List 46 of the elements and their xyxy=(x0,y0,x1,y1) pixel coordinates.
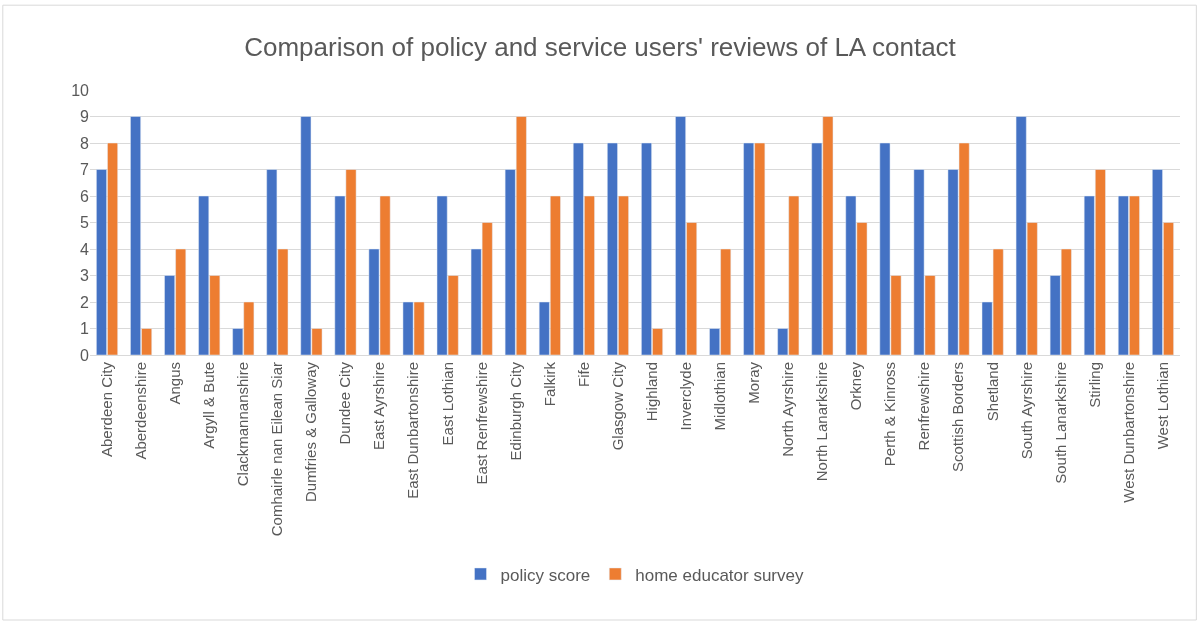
x-tick-label: East Dunbartonshire xyxy=(404,362,422,499)
chart-title: Comparison of policy and service users' reviews of LA contact xyxy=(244,31,957,62)
x-tick-label: Dumfries & Galloway xyxy=(302,361,320,503)
x-tick-label: Moray xyxy=(745,361,763,404)
x-tick-label: Aberdeen City xyxy=(97,361,115,458)
y-tick-label: 10 xyxy=(71,81,90,99)
legend-label: home educator survey xyxy=(635,565,804,585)
x-tick-label: Highland xyxy=(642,362,660,422)
y-tick-label: 3 xyxy=(80,267,90,285)
y-tick-label: 8 xyxy=(80,134,90,152)
x-tick-label: Orkney xyxy=(847,361,865,411)
x-tick-label: Angus xyxy=(166,362,184,405)
x-tick-label: East Renfrewshire xyxy=(472,362,490,485)
y-tick-label: 7 xyxy=(80,161,90,179)
x-tick-label: Comhairle nan Eilean Siar xyxy=(268,362,286,537)
y-tick-label: 0 xyxy=(80,346,90,364)
y-tick-label: 9 xyxy=(80,108,90,126)
x-tick-label: Aberdeenshire xyxy=(131,362,149,460)
x-tick-label: Clackmannanshire xyxy=(234,362,252,487)
y-tick-label: 5 xyxy=(80,214,90,232)
x-tick-label: Falkirk xyxy=(540,361,558,407)
x-tick-label: West Dunbartonshire xyxy=(1119,362,1137,503)
x-tick-label: Perth & Kinross xyxy=(881,362,899,467)
x-tick-label: East Lothian xyxy=(438,362,456,446)
y-tick-label: 6 xyxy=(80,187,90,205)
x-tick-label: Glasgow City xyxy=(608,361,626,451)
x-tick-label: Dundee City xyxy=(336,361,354,445)
x-tick-label: West Lothian xyxy=(1153,362,1171,450)
y-tick-label: 1 xyxy=(80,320,90,338)
x-tick-label: Renfrewshire xyxy=(915,362,933,451)
x-tick-label: North Ayrshire xyxy=(779,362,797,457)
x-tick-label: Edinburgh City xyxy=(506,361,524,461)
y-tick-label: 2 xyxy=(80,293,90,311)
x-tick-label: Argyll & Bute xyxy=(200,362,218,449)
x-tick-label: Shetland xyxy=(983,362,1001,422)
x-tick-label: South Lanarkshire xyxy=(1051,362,1069,484)
x-tick-label: Stirling xyxy=(1085,362,1103,408)
x-tick-label: North Lanarkshire xyxy=(813,362,831,482)
x-tick-label: East Ayrshire xyxy=(370,362,388,451)
x-tick-label: Fife xyxy=(574,362,592,388)
x-tick-label: Scottish Borders xyxy=(949,362,967,473)
legend-label: policy score xyxy=(500,565,591,585)
x-tick-label: Inverclyde xyxy=(676,362,694,431)
y-tick-label: 4 xyxy=(80,240,90,258)
x-tick-label: South Ayrshire xyxy=(1017,362,1035,460)
x-tick-label: Midlothian xyxy=(711,362,729,431)
